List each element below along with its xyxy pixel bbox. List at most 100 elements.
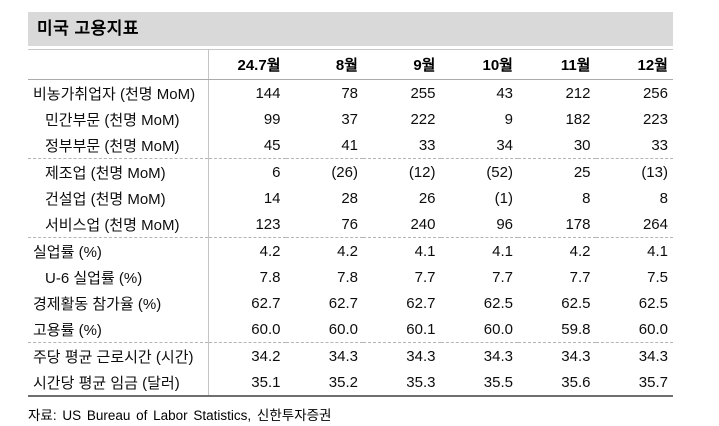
value-cell: 35.7 [638, 373, 668, 391]
value-cell: 62.5 [638, 294, 668, 312]
value-cell: 7.7 [492, 268, 513, 286]
value-cell: 8 [582, 189, 591, 207]
value-cell: 25 [573, 163, 591, 181]
value-cell: 178 [518, 211, 596, 238]
row-label: 정부부문 (천명 MoM) [28, 132, 209, 159]
table-row: 고용률 (%) 60.0 60.0 60.1 60.0 59.8 60.0 [28, 316, 673, 343]
value-cell: 4.2 [569, 242, 591, 260]
value-cell: (26) [331, 163, 358, 181]
source-note: 자료: US Bureau of Labor Statistics, 신한투자증… [28, 408, 332, 423]
value-cell: 4.1 [492, 242, 513, 260]
value-cell: 60.0 [285, 316, 363, 343]
value-cell: (13) [641, 163, 668, 181]
row-label: 시간당 평균 임금 (달러) [28, 369, 209, 396]
column-header-month: 11월 [518, 49, 596, 80]
row-label: 제조업 (천명 MoM) [28, 158, 209, 185]
column-header-month: 24.7월 [208, 49, 286, 80]
value-cell: 33 [363, 132, 441, 159]
table-row: 정부부문 (천명 MoM) 45 41 33 34 30 33 [28, 132, 673, 159]
value-cell: 78 [341, 84, 358, 102]
row-label: 민간부문 (천명 MoM) [28, 106, 209, 132]
employment-indicators-table: 24.7월 8월 9월 10월 11월 12월 비농가취업자 (천명 MoM) 144 78 2… [28, 49, 673, 397]
table-title: 미국 고용지표 [28, 12, 673, 46]
value-cell: 7.8 [259, 268, 281, 286]
value-cell: 35.5 [483, 373, 513, 391]
value-cell: 14 [263, 189, 281, 207]
table-row: 서비스업 (천명 MoM) 123 76 240 96 178 264 [28, 211, 673, 238]
row-label: 고용률 (%) [28, 316, 209, 343]
value-cell: 264 [595, 211, 673, 238]
value-cell: 222 [410, 110, 436, 128]
row-label: 서비스업 (천명 MoM) [28, 211, 209, 238]
value-cell: 62.5 [561, 294, 591, 312]
value-cell: 59.8 [518, 316, 596, 343]
table-row: 경제활동 참가율 (%) 62.7 62.7 62.7 62.5 62.5 62.5 [28, 290, 673, 316]
row-label: 경제활동 참가율 (%) [28, 290, 209, 316]
value-cell: 33 [595, 132, 673, 159]
value-cell: 34.3 [328, 347, 358, 365]
value-cell: 34.3 [638, 347, 668, 365]
value-cell: 7.5 [647, 268, 668, 286]
value-cell: 255 [410, 84, 436, 102]
value-cell: 9 [504, 110, 513, 128]
value-cell: (1) [494, 189, 513, 207]
value-cell: 212 [565, 84, 591, 102]
value-cell: 6 [272, 163, 281, 181]
row-label: 실업률 (%) [28, 237, 209, 264]
value-cell: 256 [642, 84, 668, 102]
value-cell: 8 [659, 189, 668, 207]
table-body: 비농가취업자 (천명 MoM) 144 78 255 43 212 256 민간부문 (천명 … [28, 79, 673, 396]
column-header-month: 10월 [440, 49, 518, 80]
value-cell: 30 [518, 132, 596, 159]
value-cell: 7.7 [569, 268, 591, 286]
value-cell: 34.3 [561, 347, 591, 365]
value-cell: 144 [255, 84, 281, 102]
value-cell: 60.0 [208, 316, 286, 343]
corner-cell [28, 49, 209, 80]
value-cell: 4.2 [259, 242, 281, 260]
value-cell: 182 [565, 110, 591, 128]
table-row: 제조업 (천명 MoM) 6 (26) (12) (52) 25 (13) [28, 158, 673, 185]
table-row: 비농가취업자 (천명 MoM) 144 78 255 43 212 256 [28, 79, 673, 106]
column-header-month: 8월 [285, 49, 363, 80]
value-cell: 34.3 [406, 347, 436, 365]
value-cell: 43 [496, 84, 513, 102]
value-cell: 34.2 [251, 347, 281, 365]
value-cell: 60.0 [595, 316, 673, 343]
column-header-month: 9월 [363, 49, 441, 80]
value-cell: 7.8 [337, 268, 358, 286]
value-cell: 37 [341, 110, 358, 128]
table-header: 24.7월 8월 9월 10월 11월 12월 [28, 49, 673, 80]
value-cell: 62.7 [406, 294, 436, 312]
value-cell: 4.1 [414, 242, 436, 260]
row-label: 주당 평균 근로시간 (시간) [28, 342, 209, 369]
table-row: 건설업 (천명 MoM) 14 28 26 (1) 8 8 [28, 185, 673, 211]
value-cell: 223 [642, 110, 668, 128]
table-row: 실업률 (%) 4.2 4.2 4.1 4.1 4.2 4.1 [28, 237, 673, 264]
table-row: 주당 평균 근로시간 (시간) 34.2 34.3 34.3 34.3 34.3 34.3 [28, 342, 673, 369]
value-cell: 62.7 [328, 294, 358, 312]
value-cell: (12) [408, 163, 436, 181]
table-row: 민간부문 (천명 MoM) 99 37 222 9 182 223 [28, 106, 673, 132]
value-cell: 4.1 [647, 242, 668, 260]
value-cell: 99 [263, 110, 281, 128]
value-cell: 123 [208, 211, 286, 238]
value-cell: 35.1 [251, 373, 281, 391]
value-cell: 41 [285, 132, 363, 159]
value-cell: 76 [285, 211, 363, 238]
table-row: U-6 실업률 (%) 7.8 7.8 7.7 7.7 7.7 7.5 [28, 264, 673, 290]
value-cell: 35.2 [328, 373, 358, 391]
value-cell: 60.1 [363, 316, 441, 343]
value-cell: 28 [341, 189, 358, 207]
value-cell: 34.3 [483, 347, 513, 365]
value-cell: 62.7 [251, 294, 281, 312]
value-cell: 26 [418, 189, 436, 207]
value-cell: 35.6 [561, 373, 591, 391]
value-cell: (52) [486, 163, 513, 181]
row-label: 비농가취업자 (천명 MoM) [28, 79, 209, 106]
value-cell: 35.3 [406, 373, 436, 391]
value-cell: 60.0 [440, 316, 518, 343]
table-row: 시간당 평균 임금 (달러) 35.1 35.2 35.3 35.5 35.6 35.7 [28, 369, 673, 396]
value-cell: 7.7 [414, 268, 436, 286]
header-row: 24.7월 8월 9월 10월 11월 12월 [28, 49, 673, 80]
